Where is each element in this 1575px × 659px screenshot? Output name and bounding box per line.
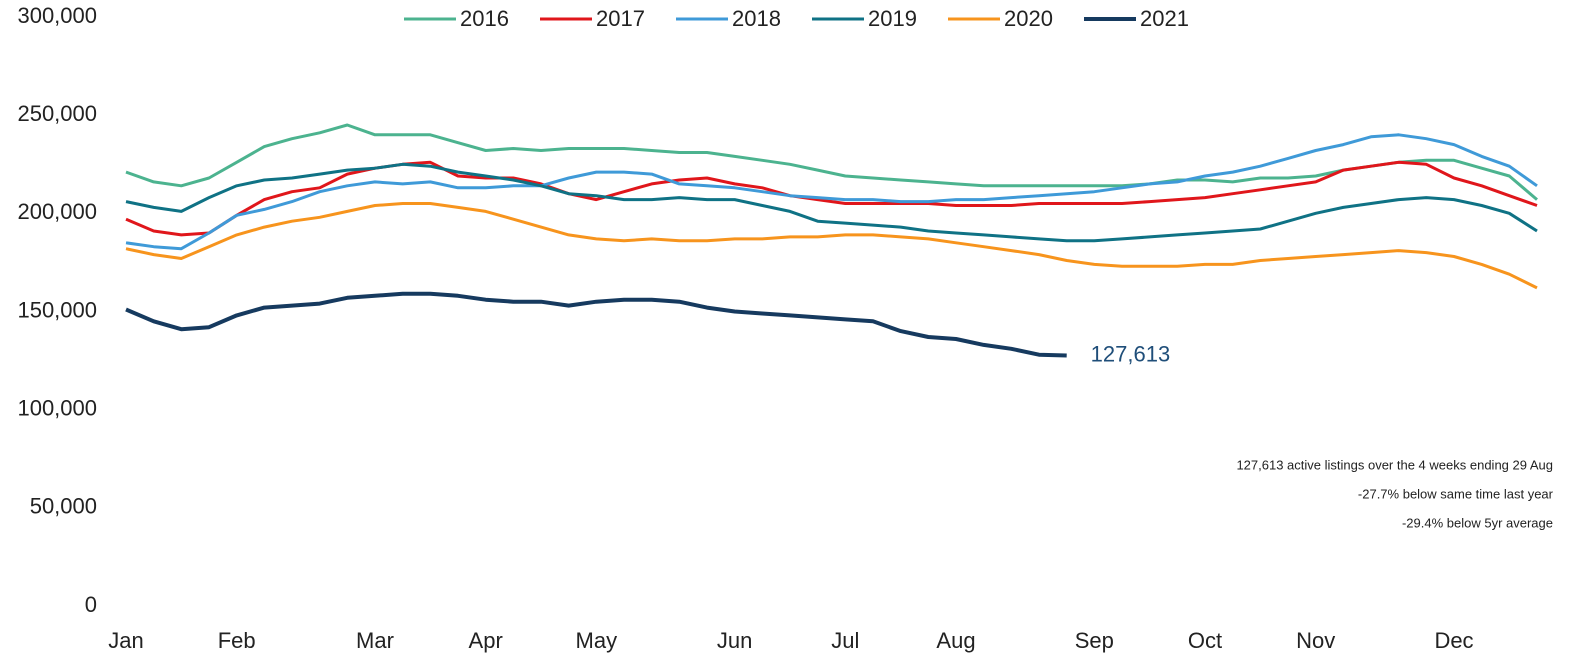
x-tick-label: Apr [469, 628, 503, 653]
series-line [125, 291, 1067, 358]
series-line [125, 133, 1538, 251]
x-tick-label: Jun [717, 628, 752, 653]
legend-label: 2017 [596, 6, 645, 31]
x-tick-label: Jul [831, 628, 859, 653]
y-tick-label: 200,000 [17, 199, 97, 224]
y-tick-label: 50,000 [30, 494, 97, 519]
x-tick-label: May [576, 628, 618, 653]
y-tick-label: 100,000 [17, 395, 97, 420]
y-tick-label: 0 [85, 592, 97, 617]
legend-label: 2020 [1004, 6, 1053, 31]
x-tick-label: Sep [1075, 628, 1114, 653]
y-tick-label: 250,000 [17, 101, 97, 126]
annotation: -29.4% below 5yr average [1402, 515, 1553, 530]
legend-label: 2019 [868, 6, 917, 31]
x-tick-label: Feb [218, 628, 256, 653]
legend-label: 2016 [460, 6, 509, 31]
legend-label: 2021 [1140, 6, 1189, 31]
series-line [125, 202, 1538, 290]
x-tick-label: Dec [1434, 628, 1473, 653]
x-tick-label: Aug [936, 628, 975, 653]
y-tick-label: 300,000 [17, 3, 97, 28]
x-tick-label: Mar [356, 628, 394, 653]
series-line [125, 160, 1538, 237]
legend-label: 2018 [732, 6, 781, 31]
x-tick-label: Nov [1296, 628, 1335, 653]
series-line [125, 162, 1538, 243]
x-tick-label: Jan [108, 628, 143, 653]
annotation: 127,613 active listings over the 4 weeks… [1236, 457, 1553, 472]
y-tick-label: 150,000 [17, 297, 97, 322]
series-line [125, 123, 1538, 201]
x-tick-label: Oct [1188, 628, 1222, 653]
annotation: -27.7% below same time last year [1358, 486, 1554, 501]
data-label: 127,613 [1091, 341, 1171, 366]
